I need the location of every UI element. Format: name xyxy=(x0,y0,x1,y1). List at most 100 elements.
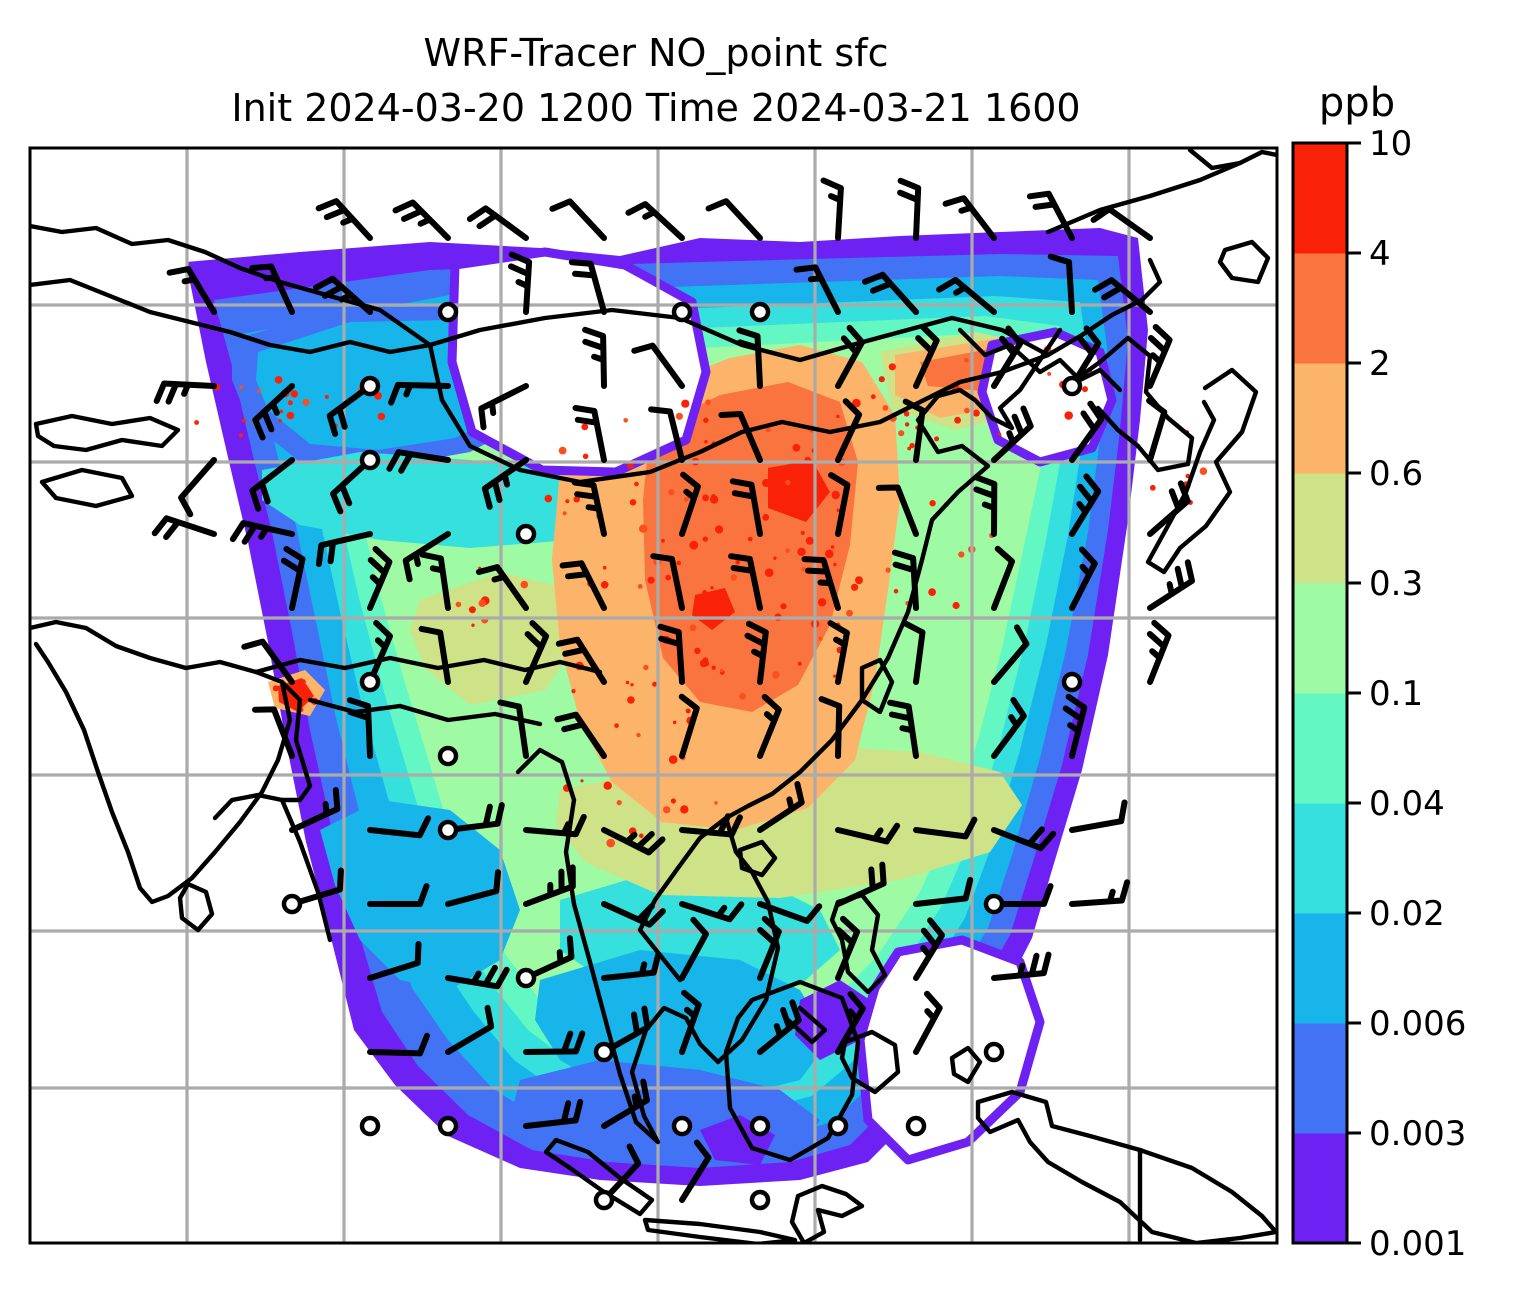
wind-barb xyxy=(835,991,866,1055)
red-dot xyxy=(846,609,853,617)
wind-barb xyxy=(991,545,1015,611)
red-dot xyxy=(797,661,802,666)
wind-barb xyxy=(679,471,701,537)
red-dot xyxy=(1047,371,1052,376)
station-circle xyxy=(593,1189,615,1211)
red-dot xyxy=(928,588,936,596)
red-dot xyxy=(882,405,889,411)
wind-barb xyxy=(555,636,607,685)
coastline-himalaya-border-1 xyxy=(253,655,603,675)
red-dot xyxy=(663,806,671,814)
red-dot xyxy=(614,723,619,728)
station-circle xyxy=(359,375,381,397)
wind-barb xyxy=(367,546,393,611)
coastline-mongolia-north-border xyxy=(427,307,1051,363)
map-area xyxy=(30,148,1277,1243)
red-dot xyxy=(878,376,885,383)
coastline-china-russia-border xyxy=(1045,257,1163,358)
coastline-ganges-myanmar-coast xyxy=(212,679,313,821)
red-dot xyxy=(286,411,295,420)
red-dot xyxy=(702,494,709,502)
coastline-mongolia-south-border xyxy=(427,342,1051,485)
station-circle xyxy=(749,1115,771,1137)
red-dot xyxy=(833,562,837,567)
red-dot xyxy=(711,665,716,670)
station-circle xyxy=(1061,671,1083,693)
red-dot xyxy=(639,524,648,533)
red-dot xyxy=(639,833,644,839)
wind-barb xyxy=(367,815,432,839)
red-dot xyxy=(670,798,677,804)
wind-barb xyxy=(367,883,430,907)
red-dot xyxy=(1064,411,1073,420)
wind-barb xyxy=(913,990,943,1055)
red-dot xyxy=(855,576,863,585)
red-dot xyxy=(238,433,243,438)
red-dot xyxy=(704,440,708,444)
red-dot xyxy=(730,574,737,581)
coastline-korea xyxy=(1072,335,1195,473)
red-dot xyxy=(885,567,891,573)
red-dot xyxy=(603,781,612,790)
wind-barb xyxy=(705,198,763,241)
wind-barb xyxy=(523,620,550,685)
station-circle xyxy=(671,301,693,323)
wind-barb xyxy=(657,623,685,685)
wind-barb xyxy=(523,864,576,907)
colorbar-tick-label: 0.006 xyxy=(1369,1004,1466,1044)
station-circle xyxy=(905,1115,927,1137)
red-dot xyxy=(817,598,827,607)
wind-barb xyxy=(418,625,451,685)
station-circle xyxy=(359,671,381,693)
wind-barb xyxy=(913,816,978,840)
coastline-borneo xyxy=(723,979,861,1163)
wind-barb xyxy=(757,693,782,759)
wind-barb xyxy=(1069,799,1128,833)
coastline-sri-lanka xyxy=(177,881,215,933)
wind-barb xyxy=(801,556,841,611)
station-circle xyxy=(983,893,1005,915)
red-dot xyxy=(888,363,896,371)
wind-barb xyxy=(835,915,861,981)
wind-barb xyxy=(312,275,373,315)
colorbar-tick-label: 0.003 xyxy=(1369,1114,1466,1154)
red-dot xyxy=(643,664,649,671)
wind-barb xyxy=(973,474,998,537)
wind-barb xyxy=(818,696,843,759)
station-circle xyxy=(515,967,537,989)
wind-barb xyxy=(229,520,295,545)
colorbar-segment xyxy=(1293,803,1347,914)
wind-barb xyxy=(902,398,926,463)
wind-barb xyxy=(679,813,743,838)
red-dot xyxy=(964,358,969,363)
red-dot xyxy=(627,696,635,704)
colorbar-tick-label: 4 xyxy=(1369,234,1391,274)
colorbar-units-label: ppb xyxy=(1319,80,1395,126)
red-dot xyxy=(903,411,910,417)
wind-barb xyxy=(523,1030,586,1055)
wind-barb xyxy=(887,699,919,759)
red-dot xyxy=(257,388,262,393)
red-dot xyxy=(711,494,716,499)
red-dot xyxy=(785,480,791,486)
wind-barb xyxy=(625,201,685,241)
wind-barb xyxy=(559,560,607,611)
red-dot xyxy=(851,583,859,591)
coastline-kazakh-border-2 xyxy=(30,277,433,355)
colorbar-segment xyxy=(1293,473,1347,584)
red-dot xyxy=(785,548,790,554)
wind-barb xyxy=(388,381,451,406)
station-circle xyxy=(437,745,459,767)
wind-barb xyxy=(367,1032,430,1057)
red-dot xyxy=(805,536,814,545)
wind-barb xyxy=(828,472,851,537)
red-dot xyxy=(377,412,386,421)
colorbar-tick-label: 0.3 xyxy=(1369,564,1423,604)
wind-barb xyxy=(902,620,926,685)
red-dot xyxy=(478,599,486,607)
gap-mongolia-gap xyxy=(447,247,711,477)
station-circle xyxy=(437,819,459,841)
red-dot xyxy=(634,481,639,487)
red-dot xyxy=(929,500,936,507)
